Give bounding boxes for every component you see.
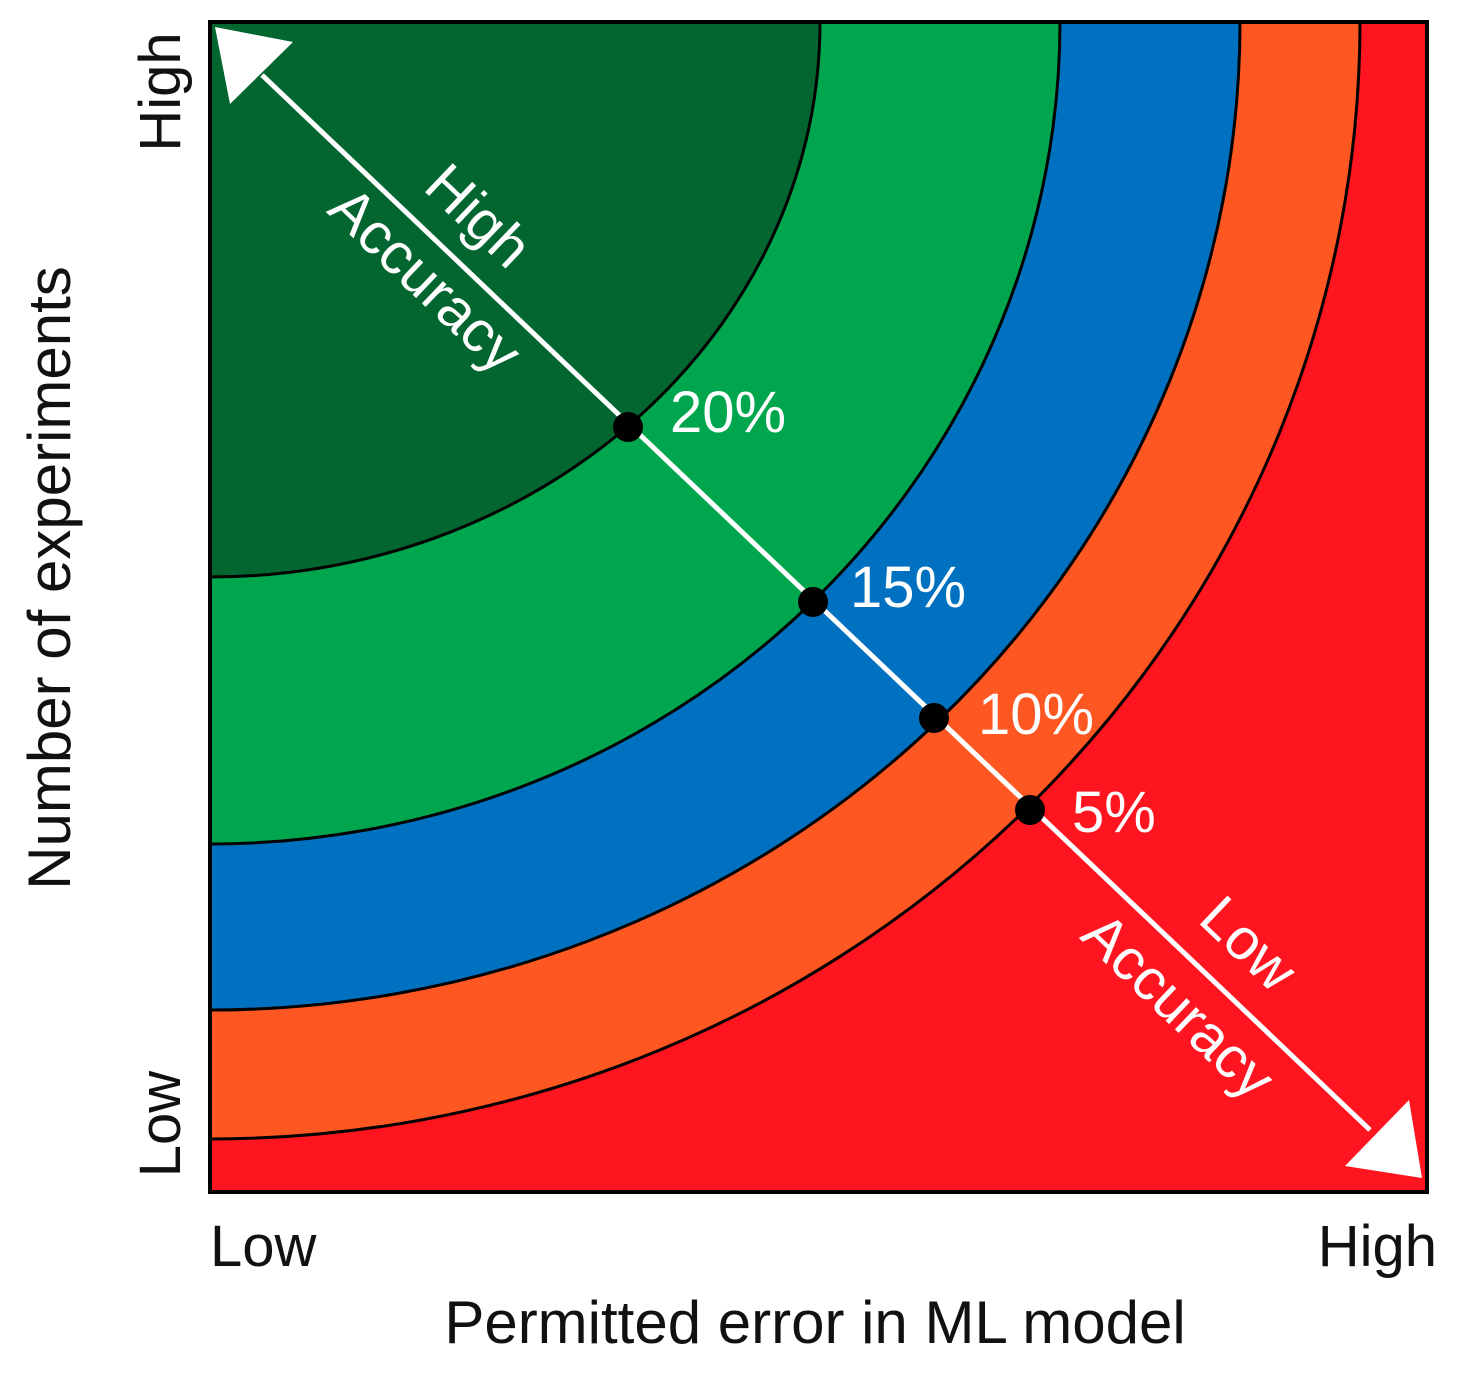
label-20-percent: 20% <box>670 380 786 445</box>
x-axis-title: Permitted error in ML model <box>444 1289 1185 1356</box>
arrow-head-top <box>215 27 293 104</box>
plot-frame <box>208 20 1429 1194</box>
marker-20 <box>613 412 643 442</box>
y-axis-low-label: Low <box>128 1070 193 1178</box>
label-10-percent: 10% <box>978 682 1094 747</box>
x-axis-high-label: High <box>1318 1214 1437 1279</box>
y-axis-title: Number of experiments <box>16 266 83 890</box>
y-axis-high-label: High <box>128 32 193 151</box>
marker-10 <box>919 703 949 733</box>
zone-20-percent <box>210 22 822 579</box>
marker-15 <box>798 587 828 617</box>
threshold-markers <box>613 412 1045 825</box>
label-5-percent: 5% <box>1072 780 1156 845</box>
label-15-percent: 15% <box>850 555 966 620</box>
arrow-head-bottom <box>1345 1100 1422 1178</box>
x-axis-low-label: Low <box>210 1214 318 1279</box>
marker-5 <box>1015 795 1045 825</box>
